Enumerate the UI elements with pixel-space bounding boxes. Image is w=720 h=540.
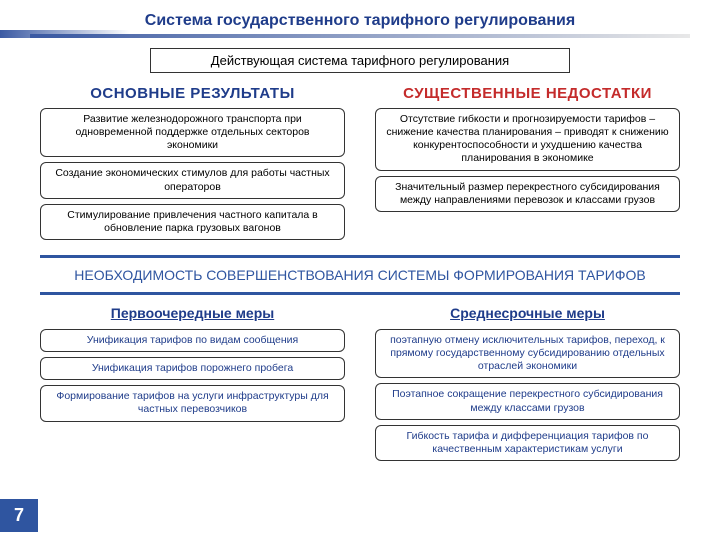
drawback-item: Значительный размер перекрестного субсид…	[375, 176, 680, 212]
midterm-item: поэтапную отмену исключительных тарифов,…	[375, 329, 680, 378]
result-item: Развитие железнодорожного транспорта при…	[40, 108, 345, 157]
necessity-band: НЕОБХОДИМОСТЬ СОВЕРШЕНСТВОВАНИЯ СИСТЕМЫ …	[40, 255, 680, 295]
priority-item: Формирование тарифов на услуги инфрастру…	[40, 385, 345, 421]
priority-item: Унификация тарифов порожнего пробега	[40, 357, 345, 380]
result-item: Стимулирование привлечения частного капи…	[40, 204, 345, 240]
drawback-item: Отсутствие гибкости и прогнозируемости т…	[375, 108, 680, 171]
midterm-item: Поэтапное сокращение перекрестного субси…	[375, 383, 680, 419]
lower-two-columns: Первоочередные меры Унификация тарифов п…	[0, 305, 720, 466]
subtitle-box: Действующая система тарифного регулирова…	[150, 48, 570, 73]
slide-title: Система государственного тарифного регул…	[0, 0, 720, 34]
priority-column: Первоочередные меры Унификация тарифов п…	[40, 305, 345, 466]
priority-heading: Первоочередные меры	[40, 305, 345, 321]
midterm-column: Среднесрочные меры поэтапную отмену искл…	[375, 305, 680, 466]
midterm-heading: Среднесрочные меры	[375, 305, 680, 321]
decorative-left-band	[0, 30, 130, 38]
result-item: Создание экономических стимулов для рабо…	[40, 162, 345, 198]
midterm-item: Гибкость тарифа и дифференциация тарифов…	[375, 425, 680, 461]
page-number: 7	[0, 499, 38, 532]
upper-two-columns: ОСНОВНЫЕ РЕЗУЛЬТАТЫ Развитие железнодоро…	[0, 85, 720, 245]
drawbacks-heading: СУЩЕСТВЕННЫЕ НЕДОСТАТКИ	[375, 85, 680, 102]
results-column: ОСНОВНЫЕ РЕЗУЛЬТАТЫ Развитие железнодоро…	[40, 85, 345, 245]
drawbacks-column: СУЩЕСТВЕННЫЕ НЕДОСТАТКИ Отсутствие гибко…	[375, 85, 680, 245]
results-heading: ОСНОВНЫЕ РЕЗУЛЬТАТЫ	[40, 85, 345, 102]
priority-item: Унификация тарифов по видам сообщения	[40, 329, 345, 352]
